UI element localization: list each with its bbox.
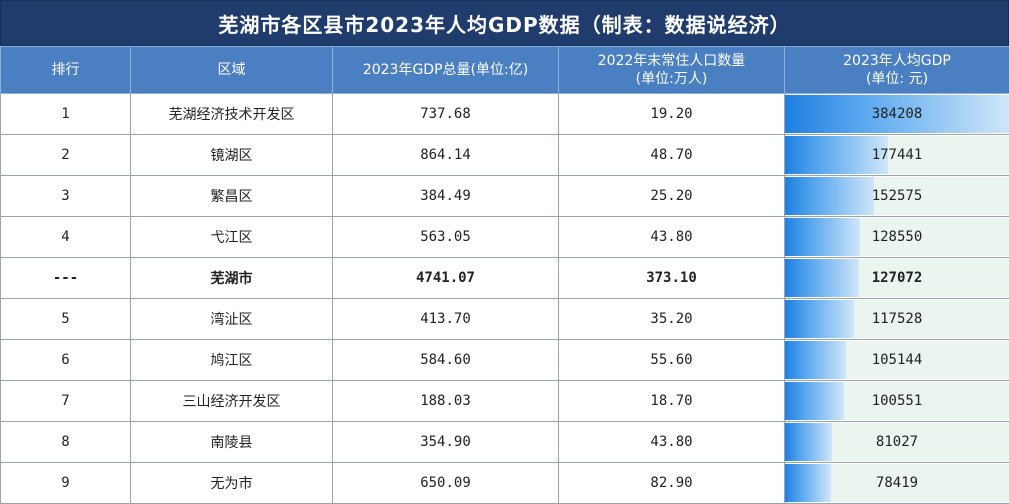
cell-per-capita: 78419 <box>785 463 1009 504</box>
cell-per-capita: 384208 <box>785 94 1009 135</box>
cell-area: 南陵县 <box>131 422 333 463</box>
header-population-line1: 2022年末常住人口数量 <box>559 52 784 70</box>
cell-gdp-total: 354.90 <box>333 422 559 463</box>
cell-rank: 9 <box>1 463 131 504</box>
cell-per-capita: 152575 <box>785 176 1009 217</box>
cell-population: 35.20 <box>559 299 785 340</box>
per-capita-value: 105144 <box>872 352 923 368</box>
per-capita-bar <box>785 259 859 297</box>
per-capita-bar <box>785 464 831 502</box>
cell-population: 19.20 <box>559 94 785 135</box>
per-capita-value: 78419 <box>876 475 918 491</box>
per-capita-value: 128550 <box>872 229 923 245</box>
per-capita-value: 100551 <box>872 393 923 409</box>
cell-population: 43.80 <box>559 422 785 463</box>
cell-area: 湾沚区 <box>131 299 333 340</box>
cell-population: 82.90 <box>559 463 785 504</box>
per-capita-bar <box>785 423 832 461</box>
cell-gdp-total: 563.05 <box>333 217 559 258</box>
per-capita-bar <box>785 341 846 379</box>
cell-rank: 8 <box>1 422 131 463</box>
cell-gdp-total: 384.49 <box>333 176 559 217</box>
per-capita-bar <box>785 300 854 338</box>
per-capita-bar <box>785 218 860 256</box>
cell-rank: 2 <box>1 135 131 176</box>
cell-per-capita: 81027 <box>785 422 1009 463</box>
cell-rank: 7 <box>1 381 131 422</box>
per-capita-value: 117528 <box>872 311 923 327</box>
per-capita-bar-remainder <box>846 341 1009 379</box>
cell-gdp-total: 584.60 <box>333 340 559 381</box>
header-rank: 排行 <box>1 47 131 94</box>
cell-gdp-total: 413.70 <box>333 299 559 340</box>
table-header-row: 排行 区域 2023年GDP总量(单位:亿) 2022年末常住人口数量 (单位:… <box>1 47 1009 94</box>
cell-area: 弋江区 <box>131 217 333 258</box>
cell-gdp-total: 737.68 <box>333 94 559 135</box>
cell-area: 鸠江区 <box>131 340 333 381</box>
per-capita-value: 127072 <box>872 270 923 286</box>
cell-area: 芜湖经济技术开发区 <box>131 94 333 135</box>
header-area: 区域 <box>131 47 333 94</box>
cell-area: 无为市 <box>131 463 333 504</box>
per-capita-value: 384208 <box>872 106 923 122</box>
cell-per-capita: 100551 <box>785 381 1009 422</box>
cell-per-capita: 127072 <box>785 258 1009 299</box>
cell-area: 镜湖区 <box>131 135 333 176</box>
cell-population: 373.10 <box>559 258 785 299</box>
per-capita-value: 152575 <box>872 188 923 204</box>
per-capita-bar-remainder <box>832 423 1009 461</box>
cell-per-capita: 128550 <box>785 217 1009 258</box>
cell-per-capita: 177441 <box>785 135 1009 176</box>
cell-rank: 3 <box>1 176 131 217</box>
cell-area: 芜湖市 <box>131 258 333 299</box>
header-per-capita-line1: 2023年人均GDP <box>785 52 1009 70</box>
header-per-capita: 2023年人均GDP (单位: 元) <box>785 47 1009 94</box>
header-population-line2: (单位:万人) <box>559 70 784 88</box>
header-per-capita-line2: (单位: 元) <box>785 70 1009 88</box>
cell-area: 三山经济开发区 <box>131 381 333 422</box>
page-title: 芜湖市各区县市2023年人均GDP数据（制表：数据说经济） <box>0 0 1009 46</box>
cell-population: 55.60 <box>559 340 785 381</box>
cell-per-capita: 105144 <box>785 340 1009 381</box>
cell-population: 18.70 <box>559 381 785 422</box>
cell-gdp-total: 4741.07 <box>333 258 559 299</box>
cell-rank: --- <box>1 258 131 299</box>
per-capita-bar-remainder <box>844 382 1009 420</box>
cell-rank: 4 <box>1 217 131 258</box>
cell-area: 繁昌区 <box>131 176 333 217</box>
per-capita-value: 177441 <box>872 147 923 163</box>
cell-population: 43.80 <box>559 217 785 258</box>
cell-rank: 6 <box>1 340 131 381</box>
per-capita-bar-remainder <box>831 464 1009 502</box>
gdp-table: 排行 区域 2023年GDP总量(单位:亿) 2022年末常住人口数量 (单位:… <box>0 46 1009 504</box>
per-capita-value: 81027 <box>876 434 918 450</box>
cell-gdp-total: 650.09 <box>333 463 559 504</box>
header-population: 2022年末常住人口数量 (单位:万人) <box>559 47 785 94</box>
cell-rank: 1 <box>1 94 131 135</box>
per-capita-bar <box>785 382 844 420</box>
cell-gdp-total: 864.14 <box>333 135 559 176</box>
per-capita-bar <box>785 177 874 215</box>
cell-rank: 5 <box>1 299 131 340</box>
cell-per-capita: 117528 <box>785 299 1009 340</box>
cell-gdp-total: 188.03 <box>333 381 559 422</box>
header-gdp-total: 2023年GDP总量(单位:亿) <box>333 47 559 94</box>
cell-population: 25.20 <box>559 176 785 217</box>
cell-population: 48.70 <box>559 135 785 176</box>
